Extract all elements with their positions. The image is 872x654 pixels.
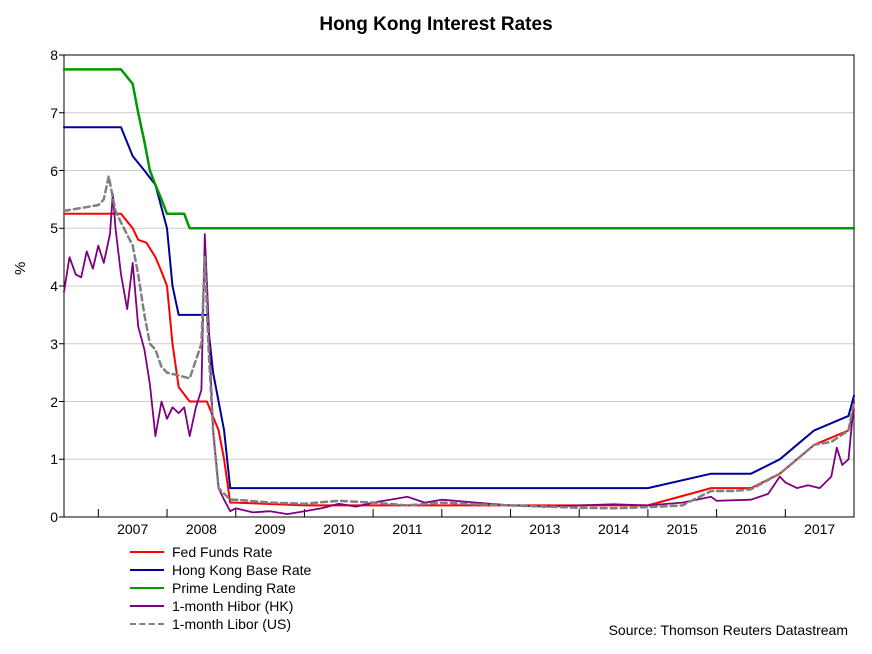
y-tick-label: 0 — [50, 509, 58, 525]
y-tick-label: 6 — [50, 163, 58, 179]
legend-label: Prime Lending Rate — [172, 580, 296, 596]
legend-swatch — [130, 551, 164, 553]
x-tick-label: 2008 — [186, 521, 217, 537]
x-tick-label: 2007 — [117, 521, 148, 537]
legend-swatch — [130, 605, 164, 607]
y-axis-label: % — [12, 262, 29, 275]
legend-swatch — [130, 623, 164, 625]
legend-item: Prime Lending Rate — [130, 579, 311, 597]
y-tick-label: 7 — [50, 105, 58, 121]
y-tick-label: 8 — [50, 47, 58, 63]
x-tick-label: 2017 — [804, 521, 835, 537]
x-tick-label: 2010 — [323, 521, 354, 537]
legend-swatch — [130, 569, 164, 571]
source-text: Source: Thomson Reuters Datastream — [609, 622, 848, 638]
plot-area — [64, 55, 854, 517]
legend: Fed Funds Rate Hong Kong Base Rate Prime L… — [130, 543, 311, 633]
series-line — [64, 176, 854, 508]
legend-swatch — [130, 587, 164, 589]
x-tick-label: 2016 — [735, 521, 766, 537]
legend-label: Fed Funds Rate — [172, 544, 272, 560]
y-tick-label: 5 — [50, 220, 58, 236]
y-tick-label: 4 — [50, 278, 58, 294]
series-line — [64, 69, 854, 228]
y-tick-label: 1 — [50, 451, 58, 467]
legend-label: 1-month Libor (US) — [172, 616, 291, 632]
x-tick-label: 2009 — [255, 521, 286, 537]
legend-item: Hong Kong Base Rate — [130, 561, 311, 579]
x-tick-label: 2012 — [461, 521, 492, 537]
legend-item: 1-month Hibor (HK) — [130, 597, 311, 615]
legend-label: Hong Kong Base Rate — [172, 562, 311, 578]
chart-container: Hong Kong Interest Rates % 0 1 2 3 4 5 6 7 8 200… — [0, 0, 872, 654]
x-tick-label: 2015 — [667, 521, 698, 537]
y-tick-label: 2 — [50, 394, 58, 410]
x-tick-label: 2014 — [598, 521, 629, 537]
legend-item: 1-month Libor (US) — [130, 615, 311, 633]
series-line — [64, 194, 854, 514]
chart-title: Hong Kong Interest Rates — [0, 14, 872, 36]
legend-label: 1-month Hibor (HK) — [172, 598, 293, 614]
series-line — [64, 214, 854, 506]
legend-item: Fed Funds Rate — [130, 543, 311, 561]
x-tick-label: 2013 — [529, 521, 560, 537]
y-tick-label: 3 — [50, 336, 58, 352]
x-tick-label: 2011 — [392, 521, 422, 537]
series-line — [64, 127, 854, 488]
